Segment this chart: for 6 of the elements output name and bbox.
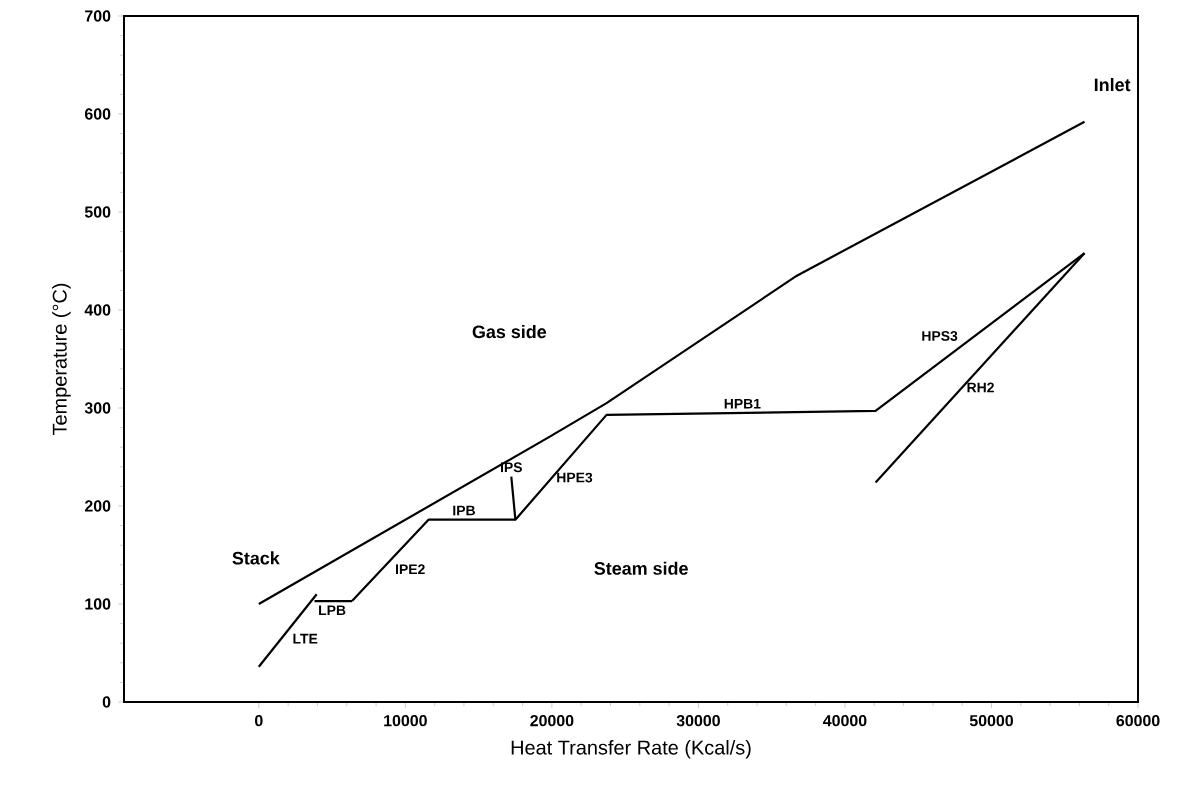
annotation: Inlet — [1094, 78, 1131, 92]
x-axis-title: Heat Transfer Rate (Kcal/s) — [511, 740, 751, 759]
y-axis-title: Temperature (°C) — [52, 283, 71, 436]
annotation: Gas side — [472, 324, 547, 339]
annotation: Steam side — [594, 561, 688, 575]
annotation: Stack — [232, 551, 280, 565]
